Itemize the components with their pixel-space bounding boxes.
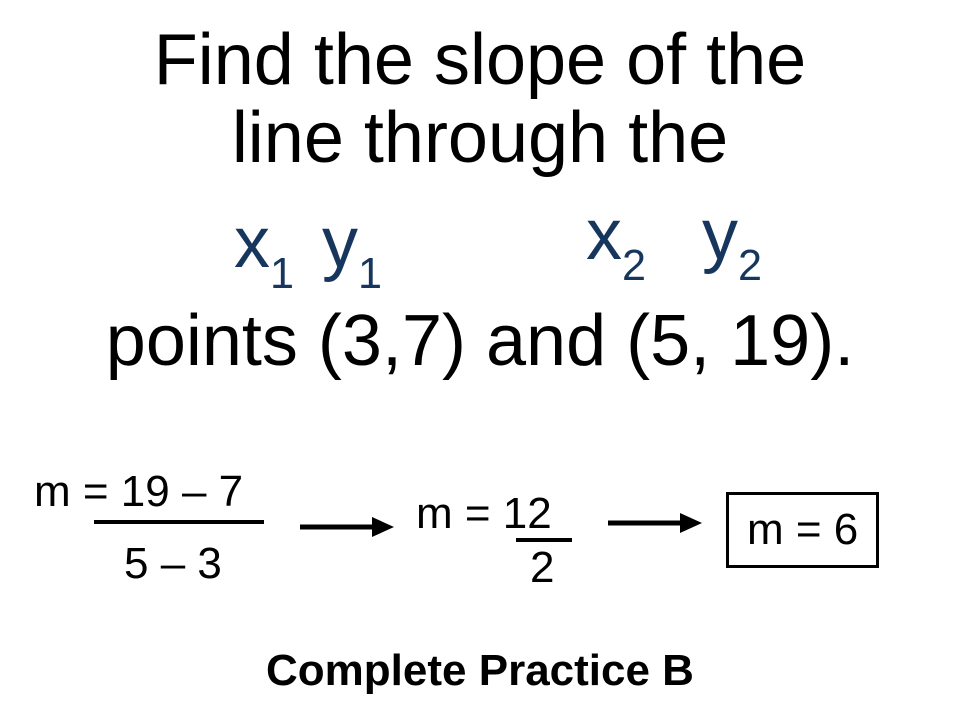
label-y1: y1: [322, 202, 382, 293]
coordinate-labels: x1 y1 x 2 y 2: [0, 202, 960, 312]
label-x1-sub: 1: [270, 250, 294, 298]
step2-denominator: 2: [416, 542, 572, 590]
step1-denominator: 5 – 3: [34, 528, 264, 586]
title-line-2: line through the: [232, 98, 728, 178]
arrow-icon: [606, 508, 702, 538]
slide: Find the slope of the line through the x…: [0, 0, 960, 720]
step1-numerator: m = 19 – 7: [34, 470, 264, 514]
label-x2-base: x: [586, 195, 622, 275]
label-x2-sub: 2: [622, 242, 646, 290]
calc-step-1: m = 19 – 7 5 – 3: [34, 470, 264, 586]
label-y1-sub: 1: [358, 250, 382, 298]
label-y2: y2: [702, 194, 762, 285]
label-y1-base: y: [322, 203, 358, 283]
label-x1-base: x: [234, 203, 270, 283]
answer-text: m = 6: [747, 505, 858, 554]
step1-fraction-bar: [94, 520, 264, 524]
arrow-icon: [298, 512, 394, 542]
points-line: points (3,7) and (5, 19).: [0, 300, 960, 382]
label-y2-sub: 2: [738, 242, 762, 290]
problem-title: Find the slope of the line through the: [0, 22, 960, 178]
answer-box: m = 6: [726, 492, 879, 568]
label-x2: x2: [586, 194, 646, 285]
label-x1: x1: [234, 202, 294, 293]
title-line-1: Find the slope of the: [154, 20, 806, 100]
calc-step-2: m = 12 2: [416, 492, 572, 590]
label-y2-base: y: [702, 195, 738, 275]
footer-instruction: Complete Practice B: [0, 646, 960, 696]
step2-numerator: m = 12: [416, 492, 572, 536]
